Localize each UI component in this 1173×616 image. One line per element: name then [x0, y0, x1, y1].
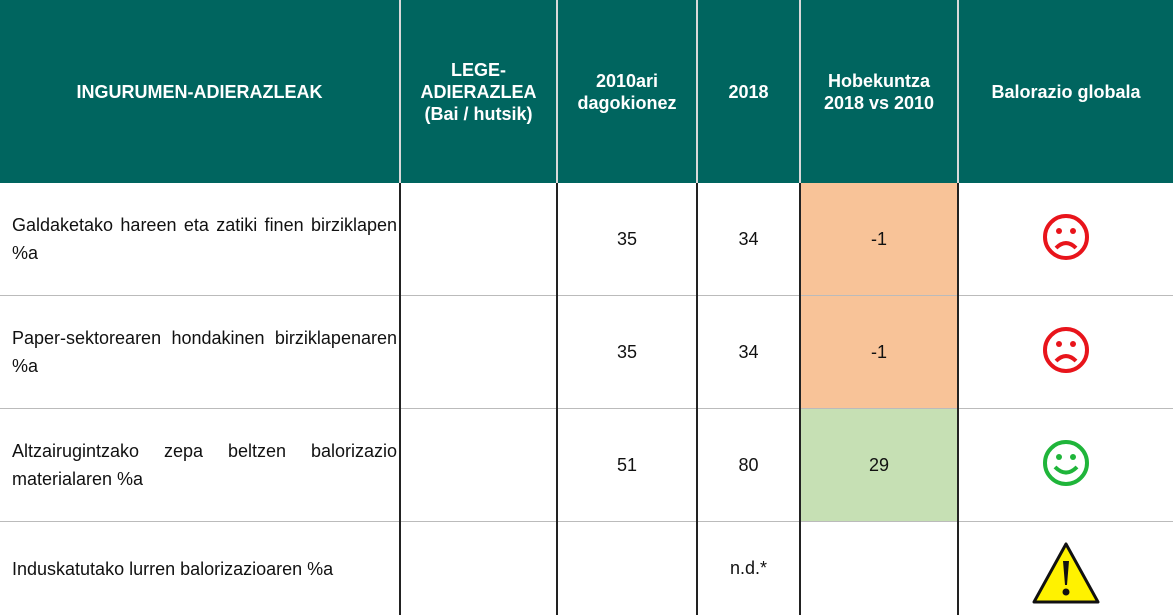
improvement: -1	[799, 183, 958, 296]
value-2010	[556, 521, 697, 615]
row: Galdaketako hareen eta zatiki finen birz…	[0, 183, 1173, 296]
value-2018: 80	[696, 408, 800, 522]
value-2018: 34	[696, 295, 800, 409]
rating	[957, 408, 1173, 522]
value-2010: 35	[556, 183, 697, 296]
header-cell: Balorazio globala	[957, 0, 1173, 183]
legal-cell	[399, 408, 557, 522]
header-cell: Hobekuntza 2018 vs 2010	[799, 0, 958, 183]
improvement	[799, 521, 958, 615]
legal-cell	[399, 183, 557, 296]
value-2018: n.d.*	[696, 521, 800, 615]
rating	[957, 295, 1173, 409]
rating	[957, 183, 1173, 296]
row: Induskatutako lurren balorizazioaren %a …	[0, 521, 1173, 615]
legal-cell	[399, 521, 557, 615]
row: Paper-sektorearen hondakinen birziklapen…	[0, 295, 1173, 409]
rating	[957, 521, 1173, 615]
value-2010: 51	[556, 408, 697, 522]
value-2018: 34	[696, 183, 800, 296]
header-cell: INGURUMEN-ADIERAZLEAK	[0, 0, 400, 183]
header-row: INGURUMEN-ADIERAZLEAK LEGE- ADIERAZLEA (…	[0, 0, 1173, 183]
indicator: Induskatutako lurren balorizazioaren %a	[12, 558, 334, 579]
indicator: Altzairugintzako zepa beltzen balorizazi…	[0, 408, 400, 522]
improvement: -1	[799, 295, 958, 409]
sad-face	[1043, 326, 1089, 373]
header-cell: LEGE- ADIERAZLEA (Bai / hutsik)	[399, 0, 557, 183]
sad-face	[1043, 213, 1089, 260]
indicator: Paper-sektorearen hondakinen birziklapen…	[0, 295, 400, 409]
happy-face	[1043, 439, 1089, 486]
header-cell: 2010ari dagokionez	[556, 0, 697, 183]
improvement: 29	[799, 408, 958, 522]
warning-icon	[1032, 542, 1100, 604]
legal-cell	[399, 295, 557, 409]
row: Altzairugintzako zepa beltzen balorizazi…	[0, 408, 1173, 522]
header-cell: 2018	[696, 0, 800, 183]
value-2010: 35	[556, 295, 697, 409]
indicator: Galdaketako hareen eta zatiki finen birz…	[0, 183, 400, 296]
